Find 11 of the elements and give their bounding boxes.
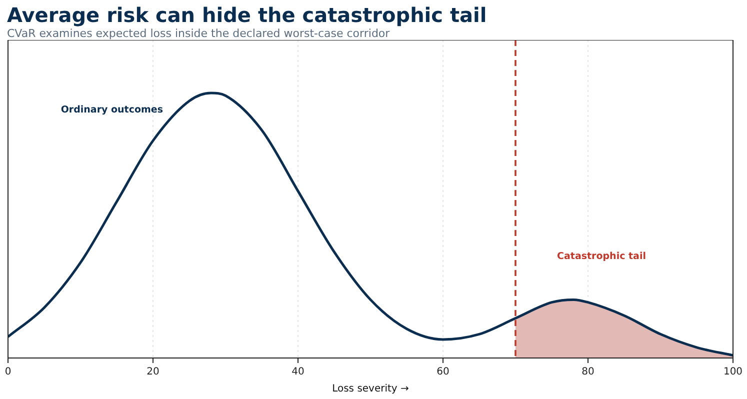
x-tick-label: 40	[292, 366, 304, 378]
x-tick-label: 20	[146, 366, 160, 378]
x-tick-label: 80	[582, 366, 594, 378]
chart-title: Average risk can hide the catastrophic tail	[7, 3, 487, 27]
chart-subtitle: CVaR examines expected loss inside the declared worst-case corridor	[7, 27, 390, 40]
annotation: Ordinary outcomes	[60, 104, 164, 116]
annotation: Catastrophic tail	[557, 251, 646, 262]
x-tick-label: 0	[4, 366, 12, 378]
x-tick-label: 100	[723, 366, 743, 378]
x-tick-label: 60	[436, 366, 450, 378]
x-axis-title: Loss severity →	[332, 384, 409, 395]
